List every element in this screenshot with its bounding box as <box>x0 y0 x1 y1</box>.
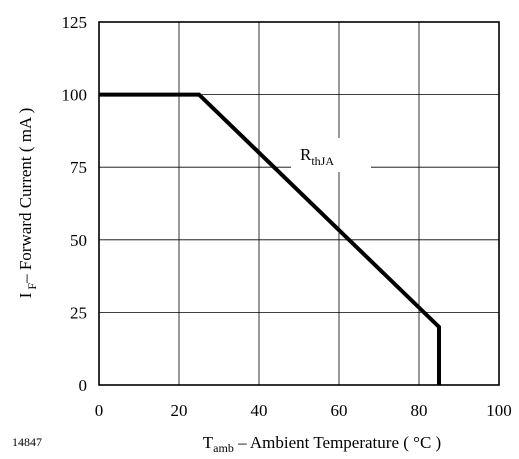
y-tick-label: 125 <box>62 13 88 32</box>
y-tick-label: 25 <box>70 303 87 322</box>
y-axis-label: IF– Forward Current ( mA ) <box>16 108 39 299</box>
x-tick-labels: 0 20 40 60 80 100 <box>95 401 512 420</box>
x-tick-label: 20 <box>171 401 188 420</box>
y-tick-label: 75 <box>70 158 87 177</box>
y-tick-label: 0 <box>79 376 88 395</box>
x-tick-label: 40 <box>251 401 268 420</box>
x-tick-label: 80 <box>411 401 428 420</box>
y-tick-label: 50 <box>70 231 87 250</box>
series-layer <box>99 92 441 385</box>
plot-frame <box>98 21 500 386</box>
x-axis-label: Tamb – Ambient Temperature ( °C ) <box>203 433 441 454</box>
x-tick-label: 60 <box>331 401 348 420</box>
y-tick-label: 100 <box>62 86 88 105</box>
rthja-annotation: RthJA <box>291 138 371 172</box>
figure-id: 14847 <box>12 435 42 449</box>
rthja-label: RthJA <box>300 145 334 168</box>
y-tick-labels: 0 25 50 75 100 125 <box>62 13 88 395</box>
x-tick-label: 0 <box>95 401 104 420</box>
derating-curve <box>99 92 441 385</box>
x-tick-label: 100 <box>486 401 512 420</box>
